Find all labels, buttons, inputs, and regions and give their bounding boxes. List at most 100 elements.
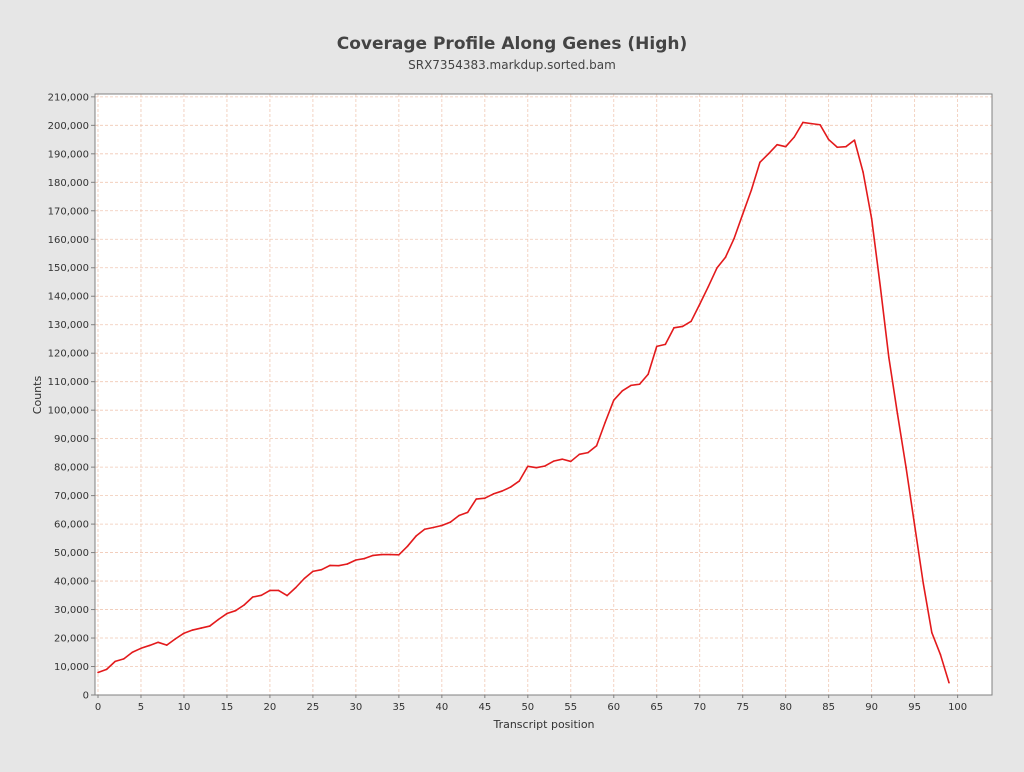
data-point [329, 564, 331, 567]
x-tick-label: 75 [736, 702, 749, 713]
grid [95, 94, 992, 696]
y-tick-label: 110,000 [48, 377, 89, 388]
data-point [355, 559, 357, 561]
data-point [312, 570, 314, 573]
x-tick-label: 10 [178, 702, 191, 713]
data-point [819, 123, 821, 126]
x-tick-label: 65 [650, 702, 663, 713]
data-point [931, 631, 933, 634]
x-tick-label: 0 [95, 702, 101, 713]
y-tick-label: 50,000 [54, 548, 89, 559]
x-tick-label: 20 [264, 702, 277, 713]
data-point [569, 460, 572, 463]
x-tick-label: 70 [693, 702, 706, 713]
y-tick-label: 200,000 [48, 121, 89, 132]
data-point [673, 327, 675, 329]
data-point [165, 644, 168, 646]
data-point [320, 568, 323, 571]
data-point [423, 528, 426, 531]
data-point [612, 399, 615, 401]
data-point [458, 514, 460, 517]
data-point [638, 383, 641, 386]
data-point [724, 256, 727, 259]
data-point [587, 451, 589, 454]
data-point [621, 389, 624, 392]
series-layer [97, 121, 950, 684]
x-tick-label: 55 [564, 702, 577, 713]
data-point [544, 465, 546, 467]
x-tick-label: 90 [865, 702, 878, 713]
data-point [337, 564, 340, 567]
x-tick-label: 50 [521, 702, 534, 713]
data-point [509, 486, 512, 488]
data-point [234, 609, 237, 612]
data-point [131, 651, 134, 654]
data-point [759, 161, 761, 164]
data-point [191, 629, 194, 631]
data-point [552, 460, 555, 462]
data-point [862, 171, 864, 173]
data-point [294, 586, 297, 589]
x-tick-label: 15 [221, 702, 234, 713]
x-tick-label: 95 [908, 702, 921, 713]
data-point [939, 653, 942, 656]
data-point [251, 596, 254, 598]
y-tick-label: 20,000 [54, 634, 89, 645]
data-point [793, 136, 796, 138]
x-axis-label: Transcript position [492, 718, 594, 731]
y-tick-label: 100,000 [48, 406, 89, 417]
data-point [226, 612, 228, 615]
data-point [664, 343, 667, 346]
data-point [114, 660, 116, 663]
data-point [484, 497, 486, 499]
data-point [303, 577, 306, 580]
data-point [750, 189, 753, 192]
y-tick-label: 140,000 [48, 292, 89, 303]
data-point [183, 632, 185, 634]
y-tick-label: 130,000 [48, 320, 89, 331]
y-tick-label: 10,000 [54, 662, 89, 673]
data-point [707, 285, 710, 288]
data-point [733, 237, 735, 240]
series-line [97, 121, 950, 683]
y-tick-label: 180,000 [48, 178, 89, 189]
x-tick-label: 100 [948, 702, 967, 713]
data-point [217, 618, 220, 621]
x-tick-label: 5 [138, 702, 144, 713]
data-point [286, 594, 288, 597]
data-point [157, 641, 159, 644]
data-point [492, 493, 495, 495]
data-point [243, 604, 245, 606]
data-point [527, 465, 529, 468]
data-point [896, 412, 899, 415]
data-point [767, 153, 770, 155]
chart-subtitle: SRX7354383.markdup.sorted.bam [408, 58, 616, 72]
chart-title: Coverage Profile Along Genes (High) [337, 34, 688, 54]
data-point [716, 267, 718, 269]
data-point [389, 553, 392, 556]
data-point [690, 320, 692, 323]
data-point [810, 122, 813, 125]
data-point [698, 303, 701, 306]
y-tick-label: 60,000 [54, 520, 89, 531]
data-point [518, 480, 521, 482]
data-point [475, 498, 478, 500]
x-tick-label: 85 [822, 702, 835, 713]
data-point [630, 384, 632, 387]
data-point [415, 535, 417, 537]
x-tick-label: 35 [392, 702, 405, 713]
data-point [784, 145, 787, 148]
y-tick-label: 30,000 [54, 605, 89, 616]
data-point [346, 563, 349, 565]
data-point [277, 589, 280, 592]
axes: 0 5 10 15 20 25 30 35 40 45 50 55 60 65 70 75 80 85 90 95 10… [48, 92, 968, 713]
data-point [561, 458, 563, 460]
data-point [174, 638, 177, 640]
y-tick-label: 90,000 [54, 434, 89, 445]
x-tick-label: 25 [307, 702, 320, 713]
data-point [879, 285, 882, 287]
plot-border [94, 93, 993, 696]
y-tick-label: 70,000 [54, 491, 89, 502]
x-tick-label: 60 [607, 702, 620, 713]
